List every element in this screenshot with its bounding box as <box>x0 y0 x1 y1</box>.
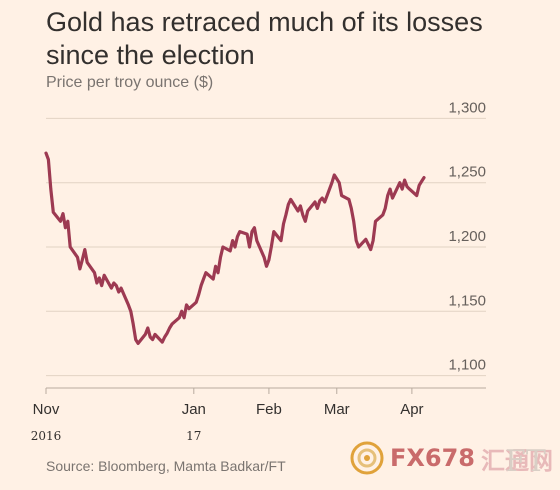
x-tick-label-jan: Jan <box>182 401 206 418</box>
ft-watermark: FT <box>505 444 546 479</box>
x-tick-label-feb: Feb <box>256 401 282 418</box>
watermark-text: FX678 <box>390 444 475 472</box>
y-tick-label-1300: 1,300 <box>448 99 486 116</box>
x-tick-sublabel-jan: 17 <box>186 429 201 443</box>
x-tick-label-mar: Mar <box>324 401 350 418</box>
x-tick-label-apr: Apr <box>400 401 423 418</box>
gold-price-line <box>44 151 426 345</box>
x-tick-label-nov: Nov <box>33 401 60 418</box>
y-tick-label-1200: 1,200 <box>448 228 486 245</box>
chart-source: Source: Bloomberg, Mamta Badkar/FT <box>46 458 286 474</box>
y-tick-label-1150: 1,150 <box>448 292 486 309</box>
x-tick-sublabel-nov: 2016 <box>31 429 62 443</box>
y-tick-label-1100: 1,100 <box>448 357 486 374</box>
watermark-cn: 汇通网 <box>481 446 553 475</box>
y-tick-label-1250: 1,250 <box>448 164 486 181</box>
chart-title: Gold has retraced much of its losses sin… <box>46 7 483 70</box>
chart-subtitle: Price per troy ounce ($) <box>46 74 214 91</box>
watermark: FX678 汇通网 <box>350 440 553 476</box>
fx678-logo-icon <box>350 441 384 475</box>
